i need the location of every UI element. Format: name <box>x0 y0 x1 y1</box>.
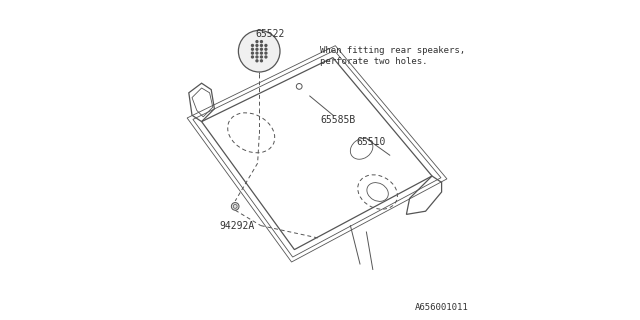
Circle shape <box>232 203 239 210</box>
Circle shape <box>252 48 253 50</box>
Circle shape <box>252 52 253 54</box>
Circle shape <box>256 60 258 62</box>
Circle shape <box>256 48 258 50</box>
Circle shape <box>265 52 267 54</box>
Circle shape <box>260 41 262 43</box>
Text: A656001011: A656001011 <box>415 303 468 312</box>
Circle shape <box>256 52 258 54</box>
Circle shape <box>260 56 262 58</box>
Text: 65522: 65522 <box>256 28 285 39</box>
Circle shape <box>252 56 253 58</box>
Text: 94292A: 94292A <box>219 220 255 231</box>
Circle shape <box>256 41 258 43</box>
Circle shape <box>252 44 253 46</box>
Circle shape <box>238 30 280 72</box>
Circle shape <box>260 48 262 50</box>
Circle shape <box>265 44 267 46</box>
Text: When fitting rear speakers,
perforate two holes.: When fitting rear speakers, perforate tw… <box>320 46 465 66</box>
Text: 65510: 65510 <box>356 137 386 148</box>
Circle shape <box>265 56 267 58</box>
Text: 65585B: 65585B <box>320 115 355 125</box>
Circle shape <box>265 48 267 50</box>
Circle shape <box>260 52 262 54</box>
Circle shape <box>260 60 262 62</box>
Circle shape <box>260 44 262 46</box>
Circle shape <box>256 44 258 46</box>
Circle shape <box>256 56 258 58</box>
